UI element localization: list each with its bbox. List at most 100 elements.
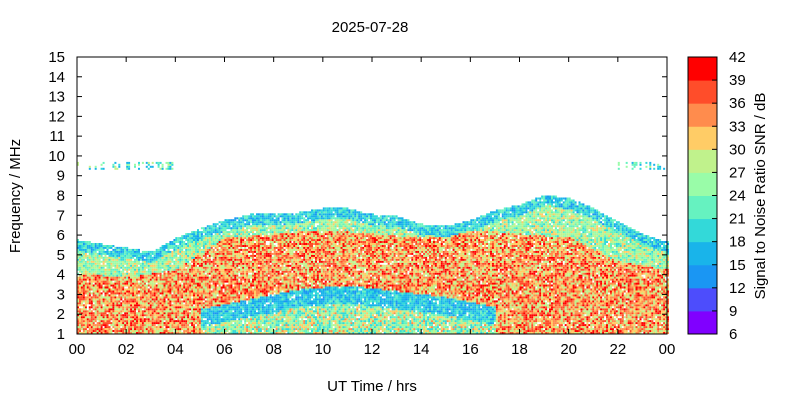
heatmap-cell: [198, 302, 201, 305]
heatmap-cell: [259, 318, 262, 321]
heatmap-cell: [187, 318, 190, 321]
heatmap-cell: [185, 270, 188, 273]
heatmap-cell: [198, 286, 201, 289]
heatmap-cell: [139, 256, 142, 259]
heatmap-cell: [161, 258, 164, 261]
heatmap-cell: [175, 292, 178, 295]
heatmap-cell: [242, 243, 245, 245]
heatmap-cell: [130, 286, 133, 289]
heatmap-cell: [265, 217, 268, 220]
heatmap-cell: [134, 276, 136, 279]
heatmap-cell: [84, 266, 87, 269]
heatmap-cell: [193, 262, 195, 265]
heatmap-cell: [157, 306, 160, 309]
heatmap-cell: [167, 296, 170, 299]
heatmap-cell: [153, 310, 156, 313]
heatmap-cell: [193, 306, 195, 309]
heatmap-cell: [200, 316, 203, 319]
heatmap-cell: [273, 310, 276, 313]
heatmap-cell: [195, 262, 197, 265]
heatmap-cell: [84, 318, 87, 321]
heatmap-cell: [108, 316, 111, 319]
heatmap-cell: [261, 308, 264, 311]
heatmap-cell: [116, 280, 119, 283]
heatmap-cell: [165, 330, 168, 332]
heatmap-cell: [159, 290, 162, 293]
heatmap-cell: [193, 308, 195, 311]
heatmap-cell: [230, 264, 233, 267]
heatmap-cell: [100, 266, 103, 269]
heatmap-cell: [165, 296, 168, 299]
heatmap-cell: [161, 278, 164, 281]
heatmap-cell: [259, 296, 262, 299]
heatmap-cell: [267, 213, 270, 216]
heatmap-cell: [169, 272, 172, 275]
heatmap-cell: [132, 306, 135, 309]
heatmap-cell: [206, 306, 209, 309]
heatmap-cell: [96, 316, 99, 319]
heatmap-cell: [173, 310, 176, 313]
heatmap-cell: [177, 326, 180, 329]
heatmap-cell: [252, 300, 254, 303]
heatmap-cell: [230, 221, 233, 224]
heatmap-cell: [191, 239, 194, 241]
heatmap-cell: [263, 296, 266, 299]
heatmap-cell: [94, 332, 97, 334]
heatmap-cell: [134, 312, 136, 315]
heatmap-cell: [257, 296, 260, 299]
heatmap-cell: [238, 308, 241, 311]
heatmap-cell: [147, 266, 150, 269]
heatmap-cell: [248, 312, 251, 315]
heatmap-cell: [149, 298, 152, 301]
heatmap-cell: [195, 318, 197, 321]
heatmap-cell: [153, 296, 156, 299]
heatmap-cell: [248, 239, 251, 241]
heatmap-cell: [139, 252, 142, 255]
heatmap-cell: [244, 243, 247, 245]
heatmap-cell: [216, 233, 219, 236]
heatmap-cell: [256, 292, 258, 295]
heatmap-cell: [254, 280, 256, 283]
heatmap-cell: [271, 272, 274, 275]
heatmap-cell: [141, 320, 144, 323]
heatmap-cell: [202, 235, 205, 238]
heatmap-cell: [224, 237, 227, 240]
heatmap-cell: [187, 235, 190, 238]
heatmap-cell: [80, 241, 83, 243]
heatmap-cell: [96, 292, 99, 295]
heatmap-cell: [224, 284, 227, 287]
heatmap-cell: [212, 225, 215, 228]
heatmap-cell: [183, 272, 186, 275]
heatmap-cell: [167, 324, 170, 327]
heatmap-cell: [208, 306, 211, 309]
heatmap-cell: [161, 328, 164, 331]
heatmap-cell: [271, 246, 274, 249]
heatmap-cell: [263, 266, 266, 269]
heatmap-cell: [254, 302, 256, 305]
heatmap-cell: [232, 290, 235, 293]
heatmap-cell: [175, 310, 178, 313]
heatmap-cell: [222, 274, 225, 277]
heatmap-cell: [269, 266, 272, 269]
heatmap-cell: [130, 328, 133, 331]
heatmap-cell: [141, 274, 144, 277]
heatmap-cell: [273, 219, 276, 222]
heatmap-cell: [232, 286, 235, 289]
heatmap-cell: [254, 272, 256, 275]
heatmap-cell: [171, 264, 174, 267]
heatmap-cell: [88, 268, 91, 271]
heatmap-cell: [110, 332, 113, 334]
heatmap-cell: [163, 290, 166, 293]
heatmap-cell: [136, 298, 138, 301]
heatmap-cell: [136, 322, 138, 325]
heatmap-cell: [77, 252, 79, 255]
heatmap-cell: [200, 310, 203, 313]
heatmap-cell: [169, 304, 172, 307]
heatmap-cell: [275, 312, 278, 315]
heatmap-cell: [208, 241, 211, 243]
heatmap-cell: [195, 274, 197, 277]
heatmap-cell: [197, 254, 199, 257]
heatmap-cell: [259, 254, 262, 257]
heatmap-cell: [250, 239, 253, 241]
heatmap-cell: [191, 264, 194, 267]
